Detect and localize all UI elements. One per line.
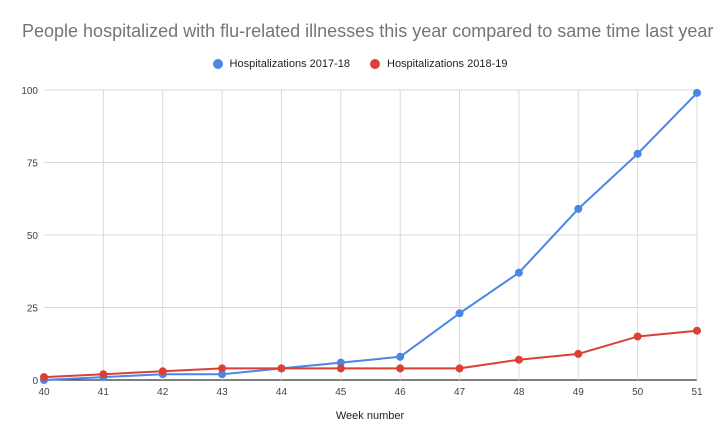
- data-point-1[interactable]: [40, 373, 48, 382]
- y-tick-label: 0: [32, 376, 38, 387]
- x-tick-label: 50: [632, 387, 644, 398]
- y-tick-label: 50: [27, 231, 39, 242]
- data-point-1[interactable]: [574, 349, 583, 358]
- data-point-0[interactable]: [396, 352, 405, 361]
- data-point-1[interactable]: [455, 364, 464, 373]
- x-tick-label: 51: [691, 387, 703, 398]
- data-point-0[interactable]: [336, 358, 345, 367]
- series-layer: [40, 88, 701, 384]
- data-point-0[interactable]: [218, 370, 227, 379]
- x-tick-label: 43: [217, 387, 229, 398]
- data-point-1[interactable]: [514, 355, 523, 364]
- data-point-0[interactable]: [455, 309, 464, 318]
- x-tick-label: 44: [276, 387, 288, 398]
- data-point-0[interactable]: [633, 149, 642, 158]
- series-line-0: [43, 92, 698, 381]
- x-tick-label: 41: [98, 387, 110, 398]
- data-point-1[interactable]: [218, 364, 227, 373]
- x-axis-title: Week number: [336, 410, 405, 422]
- x-axis-ticks: 40 41 42 43 44 45 46 47 48 49 50 51: [38, 387, 703, 398]
- gridlines: [44, 89, 698, 381]
- y-tick-label: 100: [21, 86, 38, 97]
- legend-label-2017-18: Hospitalizations 2017-18: [229, 58, 350, 70]
- x-tick-label: 47: [454, 387, 466, 398]
- y-tick-label: 75: [27, 159, 39, 170]
- legend-marker-2017-18: [212, 59, 223, 69]
- legend: Hospitalizations 2017-18 Hospitalization…: [0, 55, 720, 73]
- y-axis-ticks: 0 25 50 75 100: [21, 86, 38, 387]
- data-point-1[interactable]: [336, 364, 345, 373]
- x-tick-label: 48: [513, 387, 525, 398]
- legend-marker-2018-19: [370, 59, 380, 69]
- y-tick-label: 25: [27, 304, 39, 315]
- chart-title: People hospitalized with flu-related ill…: [22, 21, 714, 41]
- x-tick-label: 42: [157, 387, 169, 398]
- x-tick-label: 45: [335, 387, 347, 398]
- x-tick-label: 40: [38, 387, 50, 398]
- data-point-0[interactable]: [693, 88, 701, 97]
- series-line-1: [43, 329, 698, 379]
- legend-label-2018-19: Hospitalizations 2018-19: [387, 58, 508, 70]
- legend-item-2018-19[interactable]: Hospitalizations 2018-19: [370, 58, 507, 70]
- legend-item-2017-18[interactable]: Hospitalizations 2017-18: [212, 58, 350, 70]
- x-tick-label: 46: [395, 387, 407, 398]
- data-point-0[interactable]: [574, 204, 583, 213]
- data-point-1[interactable]: [633, 332, 642, 341]
- data-point-1[interactable]: [277, 364, 286, 373]
- data-point-1[interactable]: [693, 326, 701, 335]
- series-0: [40, 88, 701, 384]
- data-point-1[interactable]: [396, 364, 405, 373]
- x-tick-label: 49: [573, 387, 585, 398]
- data-point-1[interactable]: [158, 367, 167, 376]
- data-point-1[interactable]: [99, 370, 108, 379]
- series-1: [40, 326, 701, 382]
- data-point-0[interactable]: [514, 268, 523, 277]
